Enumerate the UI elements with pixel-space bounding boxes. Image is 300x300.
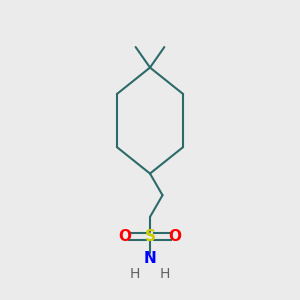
Text: H: H	[130, 267, 140, 281]
Text: O: O	[169, 229, 182, 244]
Text: O: O	[118, 229, 131, 244]
Text: S: S	[145, 229, 155, 244]
Text: H: H	[160, 267, 170, 281]
Text: N: N	[144, 250, 156, 266]
